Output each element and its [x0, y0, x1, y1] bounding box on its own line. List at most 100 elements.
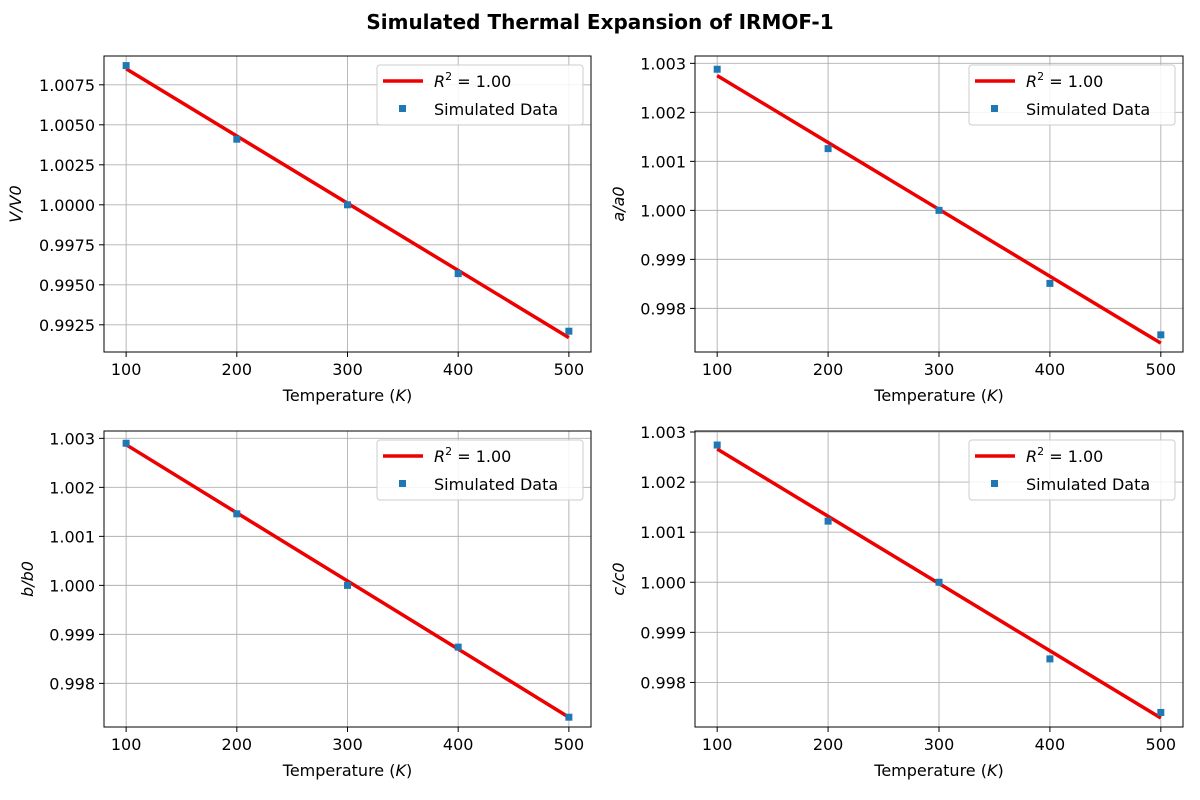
y-axis-label: b/b0 [18, 561, 37, 597]
x-tick-label: 100 [702, 360, 733, 379]
data-point [935, 206, 943, 214]
x-tick-label: 100 [702, 735, 733, 754]
plot-data [713, 441, 1165, 720]
legend-r-superscript: 2 [445, 445, 452, 458]
x-tick-label: 400 [1035, 360, 1066, 379]
data-point [565, 713, 573, 721]
legend: R2 = 1.00 Simulated Data [968, 64, 1176, 126]
x-tick-label: 300 [332, 360, 363, 379]
data-point [565, 327, 573, 335]
data-point [344, 581, 351, 589]
legend-marker-swatch [399, 480, 406, 487]
y-axis-label: c/c0 [609, 562, 628, 595]
x-tick-label: 400 [443, 735, 474, 754]
legend: R2 = 1.00 Simulated Data [968, 439, 1176, 501]
y-axis-label: a/a0 [609, 186, 628, 221]
ticks: 100 200 300 400 500 0.998 0.999 1.000 1.001 1.002… [49, 429, 584, 754]
legend-frame [376, 64, 584, 126]
data-point [122, 62, 130, 70]
data-point [824, 517, 832, 525]
data-point [454, 643, 462, 651]
x-axis-label-prefix: Temperature ( [873, 386, 987, 405]
legend-r-symbol: R [1026, 72, 1037, 91]
y-tick-label: 1.001 [640, 152, 686, 171]
x-tick-label: 100 [111, 360, 142, 379]
x-tick-label: 400 [1035, 735, 1066, 754]
x-axis-label-prefix: Temperature ( [873, 761, 987, 780]
data-point [454, 270, 462, 278]
y-tick-label: 0.9925 [39, 316, 95, 335]
legend-frame [968, 64, 1176, 126]
legend-marker-swatch [399, 105, 406, 112]
legend-r-value: = 1.00 [1044, 447, 1103, 466]
x-axis-label-var: K [987, 761, 999, 780]
data-point [1046, 655, 1054, 663]
y-tick-label: 1.000 [49, 576, 95, 595]
x-tick-label: 200 [813, 735, 844, 754]
legend-fit-label: R2 = 1.00 [1026, 70, 1103, 91]
subplot-volume: 100 200 300 400 500 0.9925 0.9950 0.9975 1.0000 1… [6, 55, 592, 405]
x-tick-label: 200 [813, 360, 844, 379]
x-tick-label: 500 [1146, 360, 1177, 379]
data-point [1157, 708, 1165, 716]
ticks: 100 200 300 400 500 0.9925 0.9950 0.9975 1.0000 1… [39, 76, 584, 379]
legend-r-symbol: R [434, 447, 445, 466]
legend: R2 = 1.00 Simulated Data [376, 64, 584, 126]
y-tick-label: 0.998 [49, 674, 95, 693]
legend-fit-label: R2 = 1.00 [434, 445, 511, 466]
ticks: 100 200 300 400 500 0.998 0.999 1.000 1.001 1.002… [640, 54, 1176, 379]
legend-r-symbol: R [1026, 447, 1037, 466]
legend-r-value: = 1.00 [452, 447, 511, 466]
legend-data-label: Simulated Data [1026, 475, 1150, 494]
x-axis-label-prefix: Temperature ( [282, 386, 396, 405]
subplot-a-lattice: 100 200 300 400 500 0.998 0.999 1.000 1.001 1.002… [609, 54, 1184, 405]
y-tick-label: 1.0050 [39, 116, 95, 135]
legend-r-symbol: R [434, 72, 445, 91]
y-tick-label: 1.002 [49, 478, 95, 497]
x-tick-label: 200 [222, 360, 253, 379]
x-tick-label: 300 [924, 735, 955, 754]
legend-r-superscript: 2 [1037, 70, 1044, 83]
y-tick-label: 0.9950 [39, 276, 95, 295]
y-tick-label: 0.9975 [39, 236, 95, 255]
legend-fit-label: R2 = 1.00 [434, 70, 511, 91]
legend-r-superscript: 2 [1037, 445, 1044, 458]
x-tick-label: 500 [554, 735, 585, 754]
fit-line [125, 443, 570, 719]
x-tick-label: 200 [222, 735, 253, 754]
data-point [122, 439, 130, 447]
ticks: 100 200 300 400 500 0.998 0.999 1.000 1.001 1.002… [640, 423, 1176, 754]
x-tick-label: 300 [924, 360, 955, 379]
data-point [233, 135, 241, 143]
legend-data-label: Simulated Data [434, 475, 558, 494]
x-axis-label: Temperature (K) [873, 386, 1003, 405]
legend-marker-swatch [991, 105, 998, 112]
legend-r-value: = 1.00 [1044, 72, 1103, 91]
legend: R2 = 1.00 Simulated Data [376, 439, 584, 501]
y-axis-label: V/V0 [6, 185, 25, 222]
figure-title: Simulated Thermal Expansion of IRMOF-1 [366, 10, 834, 34]
x-tick-label: 500 [1146, 735, 1177, 754]
y-tick-label: 0.999 [49, 625, 95, 644]
y-tick-label: 1.000 [640, 573, 686, 592]
y-tick-label: 0.998 [640, 299, 686, 318]
legend-fit-label: R2 = 1.00 [1026, 445, 1103, 466]
x-axis-label-suffix: ) [997, 386, 1003, 405]
x-axis-label: Temperature (K) [282, 761, 412, 780]
y-tick-label: 1.003 [640, 423, 686, 442]
legend-data-label: Simulated Data [1026, 100, 1150, 119]
data-point [935, 578, 943, 586]
y-tick-label: 1.0025 [39, 156, 95, 175]
legend-frame [968, 439, 1176, 501]
y-tick-label: 0.998 [640, 673, 686, 692]
x-axis-label: Temperature (K) [282, 386, 412, 405]
x-axis-label-suffix: ) [997, 761, 1003, 780]
x-tick-label: 100 [111, 735, 142, 754]
x-axis-label-var: K [987, 386, 999, 405]
data-point [344, 201, 351, 209]
y-tick-label: 1.002 [640, 103, 686, 122]
data-point [1157, 331, 1165, 339]
y-tick-label: 1.001 [640, 523, 686, 542]
y-tick-label: 1.003 [49, 429, 95, 448]
data-point [713, 65, 721, 73]
